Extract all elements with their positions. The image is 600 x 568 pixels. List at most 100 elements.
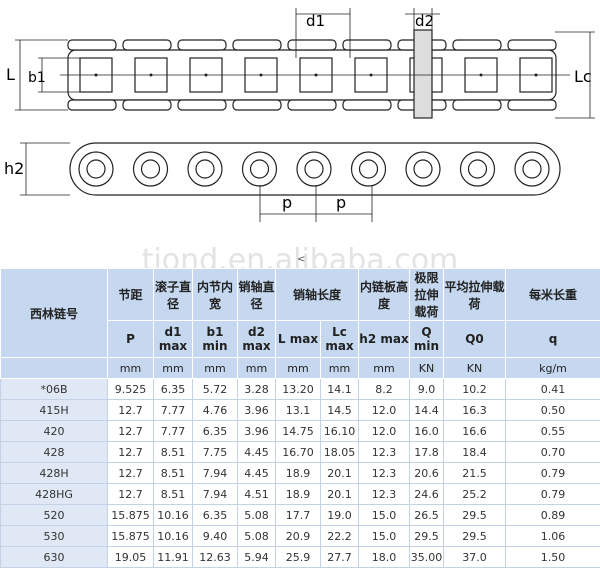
data-cell: 15.0 — [359, 526, 410, 547]
outer-plate — [343, 100, 391, 110]
outer-plate — [178, 40, 226, 50]
header-cell: 节距 — [108, 269, 154, 321]
data-cell: 415H — [1, 400, 108, 421]
unit-cell: mm — [321, 358, 359, 379]
symbol-cell: h2 max — [359, 321, 410, 358]
roller-hole — [414, 160, 432, 178]
roller-hole — [142, 160, 160, 178]
symbol-cell: b1 min — [193, 321, 238, 358]
data-cell: 19.0 — [321, 505, 359, 526]
roller-hole — [305, 160, 323, 178]
data-cell: 8.2 — [359, 379, 410, 400]
data-cell: 0.79 — [506, 484, 600, 505]
outer-plate — [453, 40, 501, 50]
data-cell: 29.5 — [444, 526, 506, 547]
data-cell: 27.7 — [321, 547, 359, 568]
unit-cell: mm — [276, 358, 321, 379]
data-cell: 0.50 — [506, 400, 600, 421]
header-cell: 销轴直径 — [238, 269, 276, 321]
spec-table: 西林链号节距滚子直径内节内宽销轴直径销轴长度内链板高度极限拉伸载荷平均拉伸载荷每… — [0, 268, 600, 568]
header-cell: 滚子直径 — [154, 269, 193, 321]
data-cell: 8.51 — [154, 484, 193, 505]
data-cell: 25.2 — [444, 484, 506, 505]
outer-plate — [453, 100, 501, 110]
data-cell: 18.4 — [444, 442, 506, 463]
data-cell: 20.1 — [321, 463, 359, 484]
symbol-cell: Q0 — [444, 321, 506, 358]
symbol-cell: Lc max — [321, 321, 359, 358]
data-cell: 1.50 — [506, 547, 600, 568]
label-L: L — [6, 65, 15, 84]
data-cell: 11.91 — [154, 547, 193, 568]
data-cell: 14.4 — [410, 400, 444, 421]
data-cell: 17.7 — [276, 505, 321, 526]
data-cell: 5.08 — [238, 505, 276, 526]
data-cell: 18.9 — [276, 463, 321, 484]
unit-cell: mm — [154, 358, 193, 379]
data-cell: 5.72 — [193, 379, 238, 400]
label-p2: p — [336, 193, 346, 212]
header-cell: 平均拉伸载荷 — [444, 269, 506, 321]
data-cell: 16.0 — [410, 421, 444, 442]
data-cell: 19.05 — [108, 547, 154, 568]
header-cell: 西林链号 — [1, 269, 108, 358]
data-cell: 6.35 — [154, 379, 193, 400]
roller-hole — [87, 160, 105, 178]
header-cell: 极限拉伸载荷 — [410, 269, 444, 321]
data-cell: 12.7 — [108, 400, 154, 421]
data-cell: 7.94 — [193, 463, 238, 484]
data-cell: 428HG — [1, 484, 108, 505]
data-cell: 14.5 — [321, 400, 359, 421]
data-cell: 20.1 — [321, 484, 359, 505]
data-cell: 0.70 — [506, 442, 600, 463]
data-cell: 12.7 — [108, 442, 154, 463]
data-cell: 37.0 — [444, 547, 506, 568]
roller-hole — [469, 160, 487, 178]
data-cell: 20.9 — [276, 526, 321, 547]
data-cell: 6.35 — [193, 421, 238, 442]
outer-plate — [123, 40, 171, 50]
label-d2: d2 — [415, 12, 434, 30]
header-cell: 每米长重 — [506, 269, 600, 321]
outer-plate — [178, 100, 226, 110]
roller-hole — [196, 160, 214, 178]
symbol-cell: L max — [276, 321, 321, 358]
label-p1: p — [282, 193, 292, 212]
data-cell: 16.3 — [444, 400, 506, 421]
data-cell: 1.06 — [506, 526, 600, 547]
data-cell: 5.94 — [238, 547, 276, 568]
label-Lc: Lc — [574, 67, 592, 86]
data-cell: 18.9 — [276, 484, 321, 505]
data-cell: 15.0 — [359, 505, 410, 526]
data-cell: 4.76 — [193, 400, 238, 421]
unit-cell: mm — [193, 358, 238, 379]
data-cell: 0.89 — [506, 505, 600, 526]
data-cell: 35.00 — [410, 547, 444, 568]
unit-cell: kg/m — [506, 358, 600, 379]
data-cell: 10.16 — [154, 505, 193, 526]
data-cell: 24.6 — [410, 484, 444, 505]
data-cell: 10.16 — [154, 526, 193, 547]
data-cell: 8.51 — [154, 442, 193, 463]
data-cell: 420 — [1, 421, 108, 442]
data-cell: 9.525 — [108, 379, 154, 400]
data-cell: 16.6 — [444, 421, 506, 442]
data-cell: 7.77 — [154, 400, 193, 421]
data-cell: 21.5 — [444, 463, 506, 484]
data-cell: 29.5 — [410, 526, 444, 547]
data-cell: 0.79 — [506, 463, 600, 484]
data-cell: 12.7 — [108, 484, 154, 505]
data-cell: 0.41 — [506, 379, 600, 400]
empty-cell — [1, 358, 108, 379]
roller-hole — [251, 160, 269, 178]
data-cell: 5.08 — [238, 526, 276, 547]
data-cell: 6.35 — [193, 505, 238, 526]
